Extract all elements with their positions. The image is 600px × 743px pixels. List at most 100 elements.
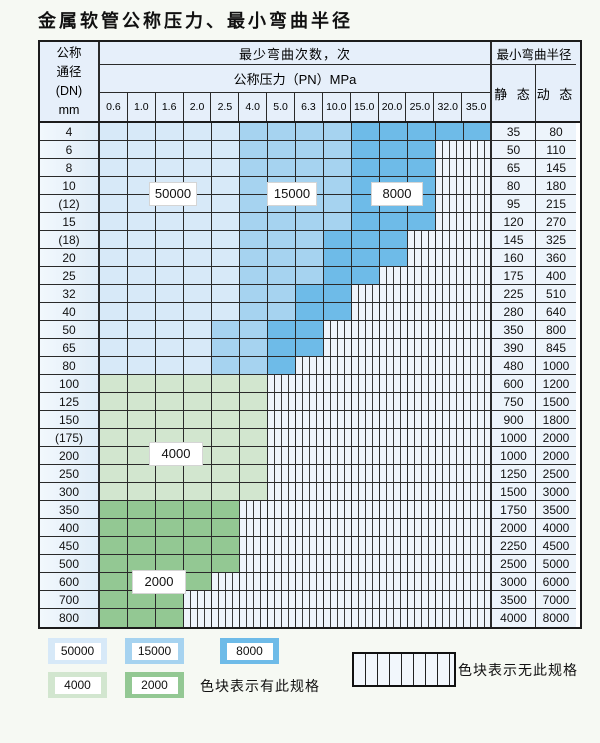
spec-cell (184, 573, 212, 591)
dn-cell: 15 (40, 213, 100, 231)
static-radius-cell: 3000 (492, 573, 536, 591)
spec-cell (212, 357, 240, 375)
spec-cell (156, 501, 184, 519)
spec-cell (100, 231, 128, 249)
dn-cell: 10 (40, 177, 100, 195)
spec-cell (100, 447, 128, 465)
spec-cell (240, 177, 268, 195)
spec-cell (128, 519, 156, 537)
dn-cell: 65 (40, 339, 100, 357)
no-spec-cell (408, 537, 436, 555)
no-spec-cell (464, 303, 492, 321)
spec-cell (240, 339, 268, 357)
dn-column-header: 公称 通径 (DN) mm (40, 42, 100, 121)
dn-cell: 125 (40, 393, 100, 411)
spec-cell (100, 267, 128, 285)
spec-cell (212, 393, 240, 411)
cycle-count-flag: 8000 (371, 182, 423, 206)
spec-cell (212, 249, 240, 267)
no-spec-cell (268, 609, 296, 627)
dynamic-radius-cell: 360 (536, 249, 576, 267)
no-spec-cell (464, 195, 492, 213)
no-spec-cell (352, 501, 380, 519)
no-spec-cell (464, 213, 492, 231)
nominal-pressure-header: 公称压力（PN）MPa (100, 65, 490, 93)
spec-cell (212, 303, 240, 321)
spec-cell (212, 429, 240, 447)
spec-cell (156, 159, 184, 177)
spec-cell (128, 393, 156, 411)
no-spec-cell (436, 591, 464, 609)
no-spec-cell (296, 519, 324, 537)
spec-cell (324, 159, 352, 177)
no-spec-cell (464, 231, 492, 249)
spec-cell (184, 231, 212, 249)
no-spec-cell (352, 447, 380, 465)
spec-cell (212, 501, 240, 519)
no-spec-cell (352, 321, 380, 339)
no-spec-cell (324, 429, 352, 447)
pressure-tick: 15.0 (351, 93, 379, 121)
no-spec-cell (240, 609, 268, 627)
no-spec-cell (268, 519, 296, 537)
no-spec-cell (436, 483, 464, 501)
dn-cell: 450 (40, 537, 100, 555)
spec-cell (296, 321, 324, 339)
no-spec-cell (352, 591, 380, 609)
no-spec-cell (408, 555, 436, 573)
spec-cell (184, 393, 212, 411)
spec-cell (156, 537, 184, 555)
pressure-tick: 20.0 (379, 93, 407, 121)
spec-cell (212, 465, 240, 483)
no-spec-cell (408, 357, 436, 375)
spec-cell (100, 123, 128, 141)
dynamic-radius-cell: 3000 (536, 483, 576, 501)
no-spec-cell (324, 519, 352, 537)
table-row: 50 350 800 (40, 321, 580, 339)
dynamic-radius-cell: 270 (536, 213, 576, 231)
no-spec-cell (464, 483, 492, 501)
static-radius-cell: 1000 (492, 447, 536, 465)
dynamic-radius-cell: 6000 (536, 573, 576, 591)
spec-cell (296, 213, 324, 231)
no-spec-cell (408, 231, 436, 249)
static-radius-cell: 480 (492, 357, 536, 375)
spec-cell (156, 249, 184, 267)
no-spec-cell (240, 537, 268, 555)
spec-cell (156, 411, 184, 429)
no-spec-cell (464, 321, 492, 339)
spec-cell (212, 285, 240, 303)
spec-cell (352, 213, 380, 231)
no-spec-cell (464, 519, 492, 537)
no-spec-cell (380, 609, 408, 627)
spec-cell (324, 141, 352, 159)
no-spec-cell (324, 501, 352, 519)
no-spec-cell (436, 375, 464, 393)
no-spec-cell (408, 303, 436, 321)
no-spec-cell (296, 357, 324, 375)
spec-cell (212, 231, 240, 249)
no-spec-cell (212, 591, 240, 609)
spec-cell (128, 213, 156, 231)
spec-cell (100, 537, 128, 555)
spec-cell (240, 267, 268, 285)
spec-cell (212, 123, 240, 141)
dynamic-radius-cell: 1200 (536, 375, 576, 393)
legend-swatch-label: 2000 (131, 676, 178, 694)
no-spec-cell (296, 375, 324, 393)
radius-header-group: 最小弯曲半径 静 态 动 态 (492, 42, 576, 121)
static-radius-cell: 95 (492, 195, 536, 213)
static-radius-cell: 3500 (492, 591, 536, 609)
spec-cell (240, 249, 268, 267)
spec-cell (268, 357, 296, 375)
no-spec-cell (240, 555, 268, 573)
spec-cell (100, 195, 128, 213)
no-spec-cell (352, 393, 380, 411)
no-spec-cell (436, 285, 464, 303)
no-spec-cell (352, 303, 380, 321)
no-spec-cell (436, 429, 464, 447)
no-spec-cell (436, 141, 464, 159)
no-spec-cell (408, 465, 436, 483)
legend-swatch-label: 4000 (54, 676, 101, 694)
legend-swatch: 15000 (125, 638, 184, 664)
